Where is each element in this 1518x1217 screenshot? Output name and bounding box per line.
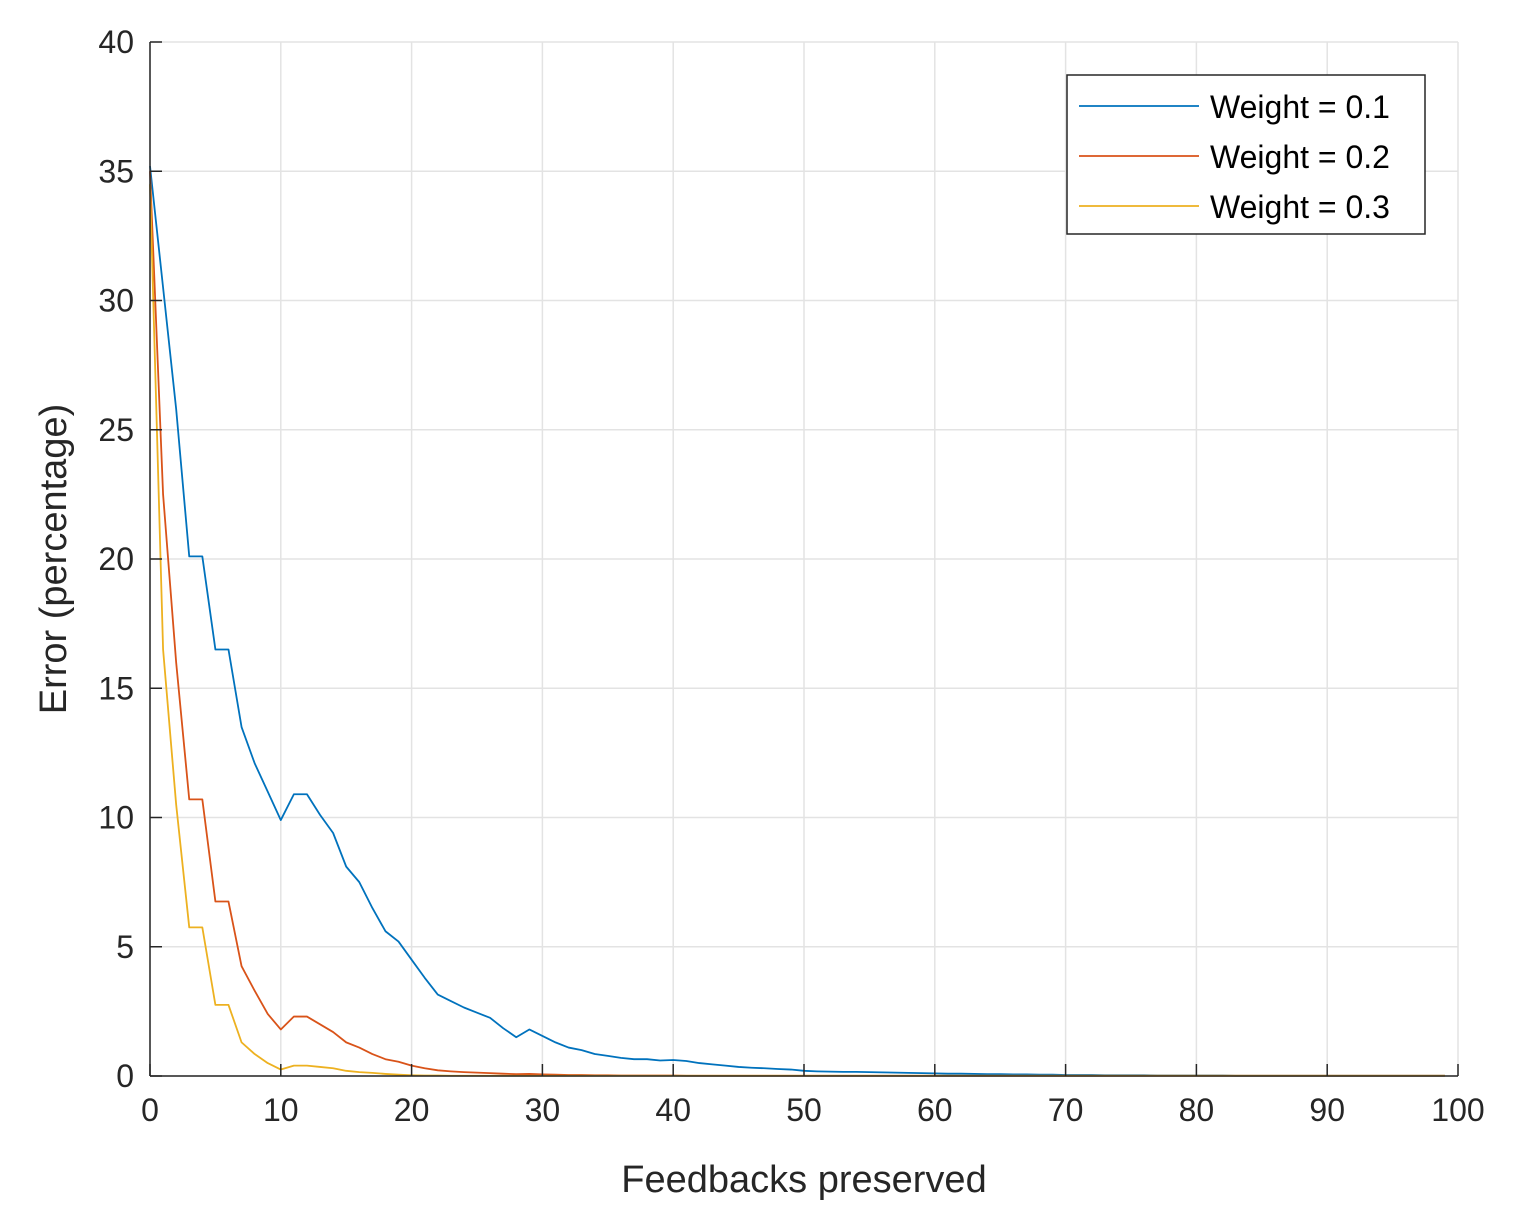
x-axis-label: Feedbacks preserved bbox=[621, 1159, 986, 1201]
x-tick-label: 40 bbox=[655, 1092, 691, 1128]
axes bbox=[149, 41, 1459, 1077]
legend-label: Weight = 0.2 bbox=[1210, 139, 1390, 175]
y-axis-label: Error (percentage) bbox=[33, 404, 75, 714]
x-tick-label: 100 bbox=[1431, 1092, 1484, 1128]
y-tick-label: 25 bbox=[98, 412, 134, 448]
legend-label: Weight = 0.1 bbox=[1210, 89, 1390, 125]
x-tick-label: 10 bbox=[263, 1092, 299, 1128]
legend-label: Weight = 0.3 bbox=[1210, 189, 1390, 225]
x-tick-label: 60 bbox=[917, 1092, 953, 1128]
y-tick-label: 35 bbox=[98, 153, 134, 189]
x-tick-label: 80 bbox=[1179, 1092, 1215, 1128]
y-tick-label: 40 bbox=[98, 24, 134, 60]
y-tick-label: 30 bbox=[98, 283, 134, 319]
x-tick-label: 20 bbox=[394, 1092, 430, 1128]
x-tick-label: 90 bbox=[1309, 1092, 1345, 1128]
y-tick-label: 10 bbox=[98, 800, 134, 836]
y-tick-label: 15 bbox=[98, 670, 134, 706]
legend: Weight = 0.1 Weight = 0.2 Weight = 0.3 bbox=[1066, 74, 1426, 235]
x-tick-label: 70 bbox=[1048, 1092, 1084, 1128]
y-tick-label: 0 bbox=[116, 1058, 134, 1094]
x-tick-label: 30 bbox=[525, 1092, 561, 1128]
y-tick-label: 5 bbox=[116, 929, 134, 965]
legend-box bbox=[1066, 74, 1426, 235]
y-tick-label: 20 bbox=[98, 541, 134, 577]
tick-labels: 0 10 20 30 40 50 60 70 80 90 100 0 5 10 15 20 25 30 35 40 bbox=[98, 24, 1484, 1128]
x-tick-label: 50 bbox=[786, 1092, 822, 1128]
x-tick-label: 0 bbox=[141, 1092, 159, 1128]
